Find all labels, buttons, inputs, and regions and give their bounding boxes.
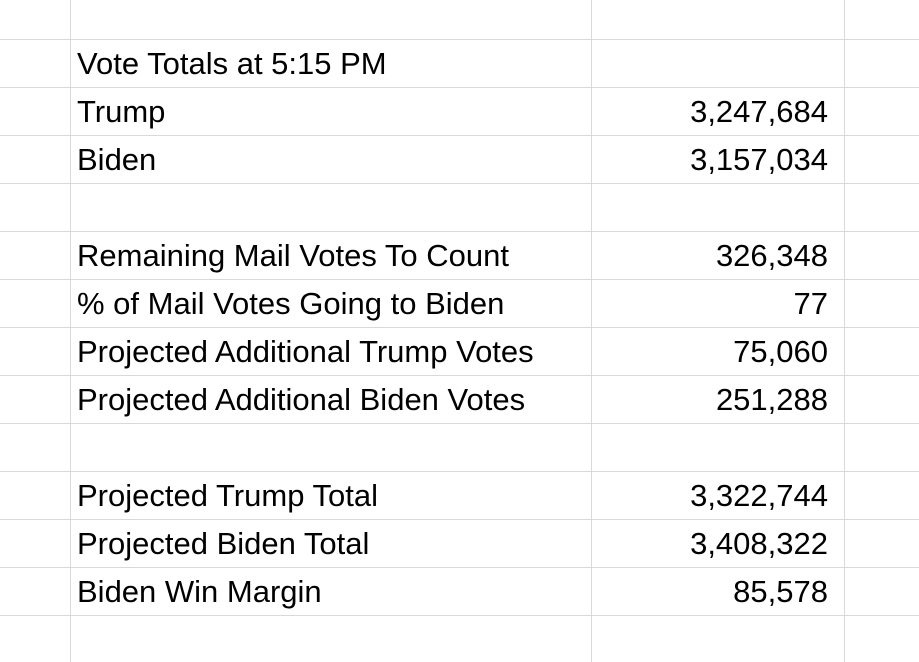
label-cell[interactable]	[77, 616, 589, 662]
value-cell[interactable]	[592, 40, 828, 88]
sheet-row: Projected Trump Total 3,322,744	[0, 472, 919, 520]
label-cell[interactable]: Projected Additional Trump Votes	[77, 334, 534, 369]
value-cell[interactable]	[592, 424, 828, 472]
sheet-row: Trump 3,247,684	[0, 88, 919, 136]
sheet-row	[0, 0, 919, 40]
label-cell[interactable]: Projected Biden Total	[77, 526, 370, 561]
value-cell[interactable]	[592, 0, 828, 40]
sheet-row: Projected Biden Total 3,408,322	[0, 520, 919, 568]
value-cell[interactable]: 3,157,034	[690, 142, 828, 177]
sheet-row: Biden Win Margin 85,578	[0, 568, 919, 616]
sheet-row: % of Mail Votes Going to Biden 77	[0, 280, 919, 328]
value-cell[interactable]: 77	[793, 286, 828, 321]
value-cell[interactable]: 85,578	[733, 574, 828, 609]
value-cell[interactable]: 3,247,684	[690, 94, 828, 129]
label-cell[interactable]	[77, 424, 589, 472]
sheet-row	[0, 616, 919, 662]
sheet-row	[0, 424, 919, 472]
label-cell[interactable]: Biden	[77, 142, 157, 177]
column-divider	[70, 0, 71, 662]
column-divider	[844, 0, 845, 662]
label-cell[interactable]: Biden Win Margin	[77, 574, 322, 609]
label-cell[interactable]: Vote Totals at 5:15 PM	[77, 46, 387, 81]
value-cell[interactable]: 3,322,744	[690, 478, 828, 513]
sheet-row: Projected Additional Trump Votes 75,060	[0, 328, 919, 376]
label-cell[interactable]: Projected Additional Biden Votes	[77, 382, 526, 417]
label-cell[interactable]: Remaining Mail Votes To Count	[77, 238, 509, 273]
sheet-row: Projected Additional Biden Votes 251,288	[0, 376, 919, 424]
sheet-row: Vote Totals at 5:15 PM	[0, 40, 919, 88]
sheet-row: Remaining Mail Votes To Count 326,348	[0, 232, 919, 280]
value-cell[interactable]	[592, 616, 828, 662]
value-cell[interactable]	[592, 184, 828, 232]
sheet-row: Biden 3,157,034	[0, 136, 919, 184]
label-cell[interactable]: % of Mail Votes Going to Biden	[77, 286, 505, 321]
label-cell[interactable]: Projected Trump Total	[77, 478, 378, 513]
sheet-row	[0, 184, 919, 232]
value-cell[interactable]: 3,408,322	[690, 526, 828, 561]
value-cell[interactable]: 326,348	[715, 238, 828, 273]
label-cell[interactable]: Trump	[77, 94, 166, 129]
value-cell[interactable]: 75,060	[733, 334, 828, 369]
label-cell[interactable]	[77, 184, 589, 232]
column-divider	[591, 0, 592, 662]
label-cell[interactable]	[77, 0, 589, 40]
value-cell[interactable]: 251,288	[715, 382, 828, 417]
